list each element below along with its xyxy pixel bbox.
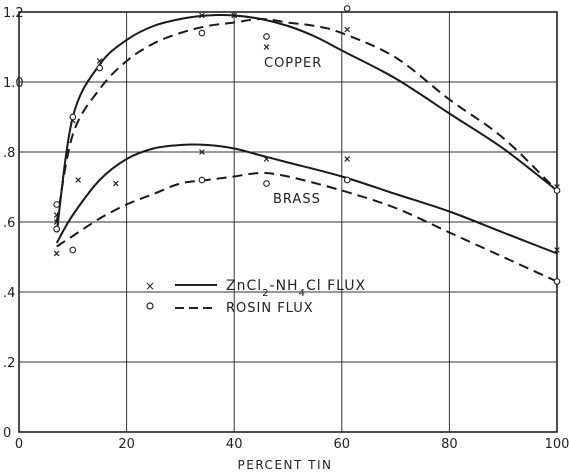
- y-tick-label-3: .6: [3, 216, 15, 231]
- copper-annotation: COPPER: [264, 56, 322, 71]
- brass-rosin-point-0: [53, 201, 61, 208]
- x-tick-label-4: 80: [441, 437, 458, 452]
- brass-zncl2-curve: [55, 143, 558, 255]
- legend-label-zncl2: ZnCl2-NH4Cl FLUX: [226, 278, 366, 299]
- brass-rosin-point-2: [69, 246, 77, 254]
- copper-rosin-curve: [55, 17, 558, 223]
- legend-label-zncl2-part3: Cl FLUX: [306, 278, 366, 294]
- legend-marker-rosin: [146, 302, 154, 310]
- legend: × ZnCl2-NH4Cl FLUX ROSIN FLUX: [145, 278, 366, 316]
- x-tick-label-2: 40: [226, 437, 243, 452]
- copper-rosin-point-5: [343, 5, 351, 12]
- x-tick-label-5: 100: [545, 437, 569, 452]
- copper-zncl2-point-1: [53, 219, 60, 225]
- grid: [19, 12, 557, 432]
- legend-label-zncl2-part1: ZnCl: [226, 278, 262, 294]
- markers: [53, 5, 561, 285]
- copper-zncl2-point-5: [231, 12, 238, 19]
- curves: [55, 14, 558, 283]
- brass-zncl2-point-5: [344, 156, 351, 162]
- copper-rosin-point-4: [263, 33, 270, 40]
- y-tick-labels: 0 .2 .4 .6 .8 1.0 1.2: [3, 6, 24, 441]
- legend-label-rosin: ROSIN FLUX: [226, 301, 314, 316]
- x-tick-label-1: 20: [118, 437, 135, 452]
- brass-rosin-point-4: [263, 180, 270, 187]
- copper-zncl2-point-0: [53, 212, 60, 218]
- brass-zncl2-point-1: [75, 177, 82, 183]
- x-tick-label-3: 60: [334, 437, 351, 452]
- brass-zncl2-point-3: [199, 149, 205, 155]
- y-tick-label-2: .4: [3, 286, 15, 301]
- copper-rosin-point-2: [96, 64, 104, 72]
- brass-zncl2-point-4: [263, 156, 270, 162]
- y-tick-label-1: .2: [3, 356, 15, 371]
- plot-frame: [18, 11, 558, 433]
- brass-rosin-curve: [56, 171, 558, 283]
- legend-marker-zncl2: ×: [145, 279, 155, 293]
- brass-annotation: BRASS: [273, 192, 321, 207]
- copper-rosin-point-3: [198, 29, 206, 37]
- x-tick-labels: 0 20 40 60 80 100: [15, 437, 569, 452]
- copper-rosin-point-6: [553, 187, 561, 194]
- brass-zncl2-point-0: [53, 250, 60, 257]
- brass-rosin-point-5: [343, 176, 351, 184]
- brass-rosin-point-3: [198, 176, 206, 184]
- x-tick-label-0: 0: [15, 437, 23, 452]
- y-tick-label-4: .8: [3, 146, 15, 161]
- copper-zncl2-point-4: [199, 12, 205, 19]
- copper-zncl2-curve: [55, 14, 558, 233]
- legend-label-zncl2-part2: -NH: [270, 278, 299, 294]
- legend-label-zncl2-sub2: 4: [299, 288, 306, 299]
- brass-rosin-point-1: [53, 225, 61, 233]
- y-tick-label-6: 1.2: [3, 6, 24, 21]
- copper-rosin-point-1: [69, 113, 77, 121]
- copper-zncl2-point-3: [96, 58, 103, 64]
- y-tick-label-0: 0: [3, 426, 11, 441]
- brass-zncl2-point-2: [113, 180, 119, 187]
- x-axis-label: PERCENT TIN: [238, 458, 333, 472]
- y-tick-label-5: 1.0: [3, 76, 24, 91]
- copper-zncl2-point-7: [344, 26, 351, 33]
- legend-label-zncl2-sub1: 2: [262, 288, 269, 299]
- brass-zncl2-point-6: [554, 247, 560, 253]
- brass-rosin-point-6: [553, 278, 561, 285]
- copper-zncl2-point-6: [263, 44, 270, 50]
